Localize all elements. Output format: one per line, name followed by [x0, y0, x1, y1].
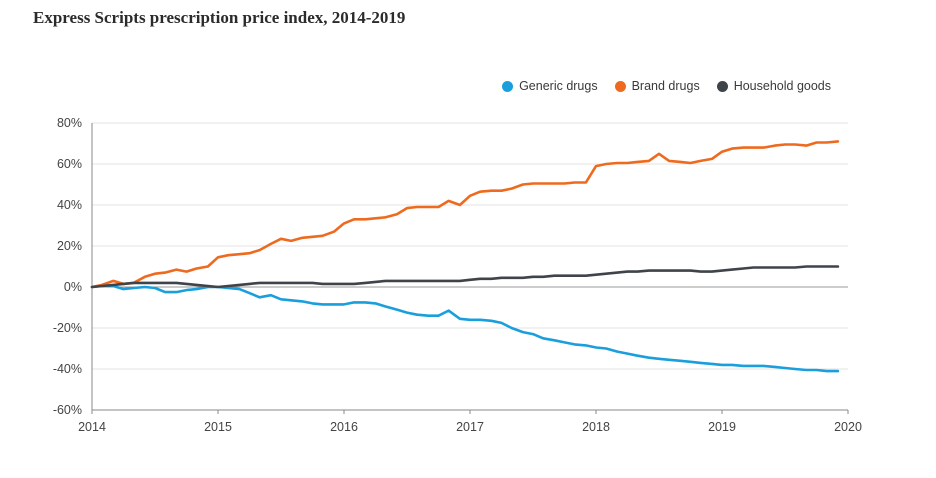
legend-swatch-generic — [502, 80, 514, 92]
legend: Generic drugs Brand drugs Household good… — [502, 79, 831, 93]
legend-item-household: Household goods — [716, 79, 831, 93]
x-tick-label: 2020 — [834, 420, 862, 434]
x-tick-label: 2017 — [456, 420, 484, 434]
y-tick-label: -20% — [53, 321, 82, 335]
x-tick-label: 2015 — [204, 420, 232, 434]
legend-swatch-brand — [614, 80, 626, 92]
legend-label-brand: Brand drugs — [631, 79, 700, 93]
y-tick-label: 60% — [57, 157, 82, 171]
legend-label-household: Household goods — [733, 79, 831, 93]
series-line-brand-drugs — [90, 140, 840, 289]
x-tick-label: 2018 — [582, 420, 610, 434]
y-tick-label: 80% — [57, 116, 82, 130]
series-line-household-goods — [90, 265, 840, 289]
legend-label-generic: Generic drugs — [519, 79, 598, 93]
series-lines — [90, 140, 840, 373]
y-tick-label: 40% — [57, 198, 82, 212]
chart-title: Express Scripts prescription price index… — [33, 8, 406, 27]
x-tick-label: 2019 — [708, 420, 736, 434]
x-tick-label: 2016 — [330, 420, 358, 434]
y-tick-label: 20% — [57, 239, 82, 253]
x-tick-label: 2014 — [78, 420, 106, 434]
legend-item-brand: Brand drugs — [614, 79, 700, 93]
tick-labels: -60% -40% -20% 0% 20% 40% 60% 80% 2014 2015 2016 20… — [53, 116, 862, 434]
y-tick-label: -40% — [53, 362, 82, 376]
y-tick-label: 0% — [64, 280, 82, 294]
y-tick-label: -60% — [53, 403, 82, 417]
legend-swatch-household — [716, 80, 728, 92]
legend-item-generic: Generic drugs — [502, 79, 598, 93]
series-line-generic-drugs — [90, 284, 840, 373]
